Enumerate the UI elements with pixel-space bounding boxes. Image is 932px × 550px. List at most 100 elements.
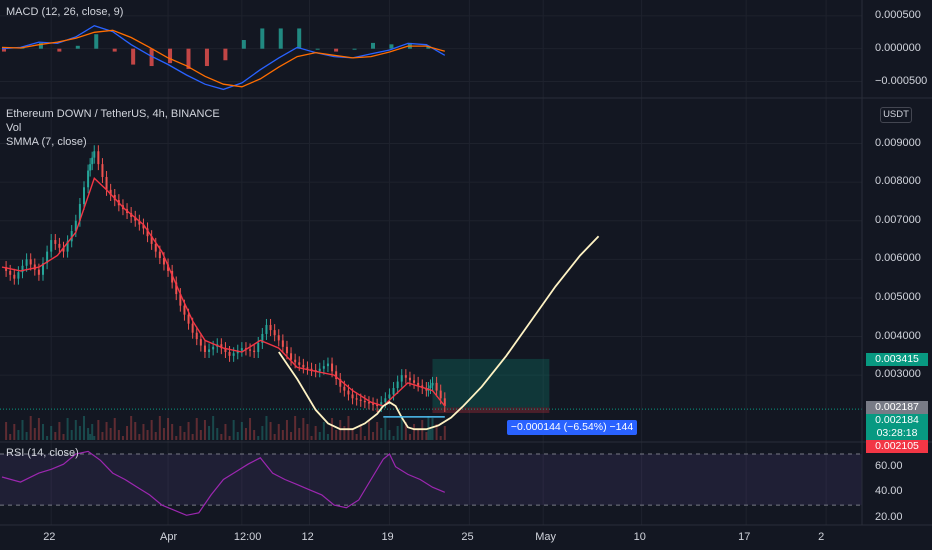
volume-bar	[435, 424, 438, 440]
macd-tick-label: −0.000500	[875, 74, 928, 87]
volume-bar	[388, 430, 391, 440]
macd-histogram-bar	[2, 48, 6, 52]
candle-body	[257, 342, 260, 352]
candle-body	[443, 398, 446, 407]
candle-body	[105, 176, 108, 190]
macd-pane[interactable]	[1, 24, 446, 91]
macd-histogram-bar	[204, 48, 209, 67]
volume-bar	[343, 426, 346, 440]
volume-bar	[134, 422, 137, 440]
volume-bar	[91, 424, 94, 440]
volume-bar	[21, 420, 24, 440]
candle-body	[261, 333, 264, 343]
x-tick-label: 10	[633, 531, 646, 543]
candle-body	[294, 359, 297, 363]
currency-badge[interactable]: USDT	[880, 107, 912, 123]
x-tick-label: May	[535, 531, 556, 543]
volume-bar	[261, 426, 264, 440]
volume-bar	[101, 432, 104, 440]
candle-body	[343, 386, 346, 391]
macd-title: MACD (12, 26, close, 9)	[6, 6, 124, 18]
rsi-tick-label: 60.00	[875, 459, 903, 472]
volume-bar	[380, 428, 383, 440]
volume-bar	[326, 434, 329, 440]
volume-bar	[298, 428, 301, 440]
candle-body	[281, 340, 284, 347]
rsi-band	[0, 453, 862, 506]
volume-bar	[322, 422, 325, 440]
volume-bar	[216, 428, 219, 440]
macd-histogram-bar	[241, 40, 246, 49]
price-box: 0.003415	[866, 353, 928, 367]
candle-body	[54, 240, 57, 244]
candle-body	[9, 270, 12, 275]
candle-body	[335, 371, 338, 380]
price-box: 03:28:18	[866, 426, 928, 440]
candle-body	[431, 382, 434, 386]
x-tick-label: 2	[818, 531, 825, 543]
price-tick-label: 0.007000	[875, 213, 921, 226]
volume-bar	[70, 430, 73, 440]
volume-bar	[130, 416, 133, 440]
candle-body	[37, 269, 40, 275]
volume-bar	[265, 416, 268, 440]
candle-body	[142, 224, 145, 229]
volume-bar	[42, 424, 44, 440]
macd-histogram-bar	[131, 48, 136, 65]
candle-body	[306, 367, 309, 369]
candle-body	[355, 398, 358, 400]
candle-body	[191, 323, 194, 333]
candle-body	[277, 335, 280, 341]
candle-body	[220, 344, 223, 349]
x-tick-label: 12	[301, 531, 314, 543]
volume-bar	[50, 426, 53, 440]
candle-body	[302, 364, 305, 368]
volume-bar	[244, 428, 247, 440]
candle-body	[351, 394, 354, 399]
volume-bar	[175, 436, 178, 440]
volume-bar	[126, 426, 129, 440]
candle-body	[318, 368, 321, 372]
volume-bar	[17, 430, 20, 440]
macd-histogram-bar	[389, 44, 394, 49]
rsi-line	[1, 450, 446, 516]
volume-bar	[5, 422, 8, 440]
volume-bar	[413, 424, 416, 440]
price-pane[interactable]	[0, 145, 862, 440]
macd-histogram-bar	[149, 48, 154, 67]
candle-body	[89, 164, 92, 171]
price-tick-label: 0.003000	[875, 368, 921, 381]
volume-bar	[367, 420, 370, 440]
smma-label: SMMA (7, close)	[6, 136, 87, 148]
candle-body	[429, 385, 432, 389]
candle-body	[25, 259, 28, 266]
candle-body	[396, 381, 399, 389]
candle-body	[380, 402, 383, 407]
rsi-title: RSI (14, close)	[6, 447, 79, 459]
drawn-curve	[278, 235, 600, 431]
volume-bar	[199, 430, 202, 440]
candle-body	[78, 204, 81, 221]
volume-bar	[117, 430, 120, 440]
symbol-title: Ethereum DOWN / TetherUS, 4h, BINANCE	[6, 108, 220, 120]
macd-histogram-bar	[57, 48, 62, 52]
candle-body	[265, 324, 268, 334]
candle-body	[439, 390, 442, 399]
volume-bar	[191, 434, 194, 440]
volume-bar	[33, 428, 36, 440]
price-tick-label: 0.008000	[875, 175, 921, 188]
volume-bar	[187, 422, 190, 440]
volume-bar	[236, 432, 239, 440]
candle-body	[46, 251, 49, 264]
candle-body	[384, 398, 387, 403]
candle-body	[290, 353, 293, 360]
candle-body	[21, 265, 24, 273]
volume-bar	[87, 428, 90, 440]
volume-bar	[138, 434, 141, 440]
rsi-pane[interactable]	[0, 450, 862, 516]
candle-body	[212, 346, 215, 350]
target-zone	[432, 358, 550, 408]
volume-bar	[203, 420, 206, 440]
macd-histogram-bar	[94, 34, 99, 49]
